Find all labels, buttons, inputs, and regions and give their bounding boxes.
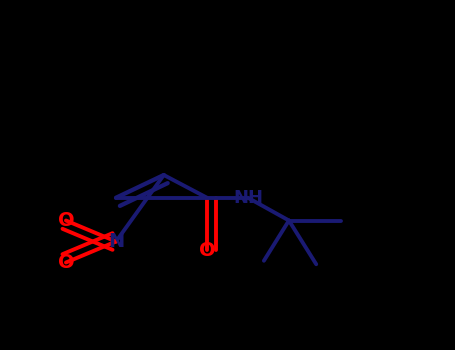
Text: O: O bbox=[58, 253, 74, 272]
Text: O: O bbox=[58, 211, 74, 230]
Text: N: N bbox=[108, 232, 124, 251]
Text: NH: NH bbox=[233, 189, 263, 207]
Text: O: O bbox=[199, 241, 215, 260]
